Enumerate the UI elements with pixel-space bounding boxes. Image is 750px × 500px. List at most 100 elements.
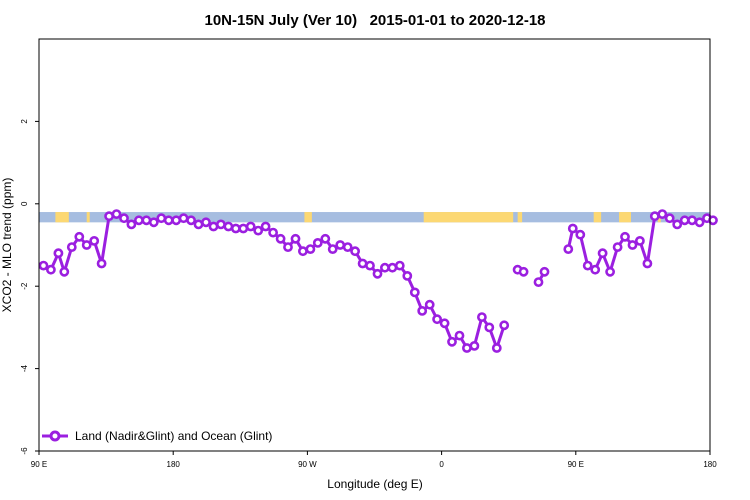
data-point — [305, 244, 316, 254]
y-tick-label: -4 — [20, 364, 29, 372]
data-point — [664, 213, 675, 224]
legend-marker — [49, 430, 61, 442]
data-point — [499, 320, 510, 331]
data-point — [563, 244, 574, 254]
data-point — [141, 215, 152, 226]
land-band-segment — [86, 212, 90, 223]
data-point — [533, 277, 544, 287]
data-point — [312, 237, 323, 248]
data-point — [417, 305, 428, 316]
data-point — [81, 240, 92, 250]
data-point — [432, 314, 442, 325]
data-point — [260, 221, 271, 232]
data-point — [238, 223, 249, 234]
data-point — [59, 266, 70, 277]
data-point — [627, 240, 638, 250]
data-point — [657, 209, 668, 219]
data-point — [372, 268, 383, 279]
x-tick-label: 180 — [703, 460, 717, 469]
series-points — [38, 209, 718, 353]
data-point — [461, 343, 472, 353]
data-point — [402, 270, 413, 281]
data-point — [612, 242, 623, 252]
data-point — [148, 217, 159, 228]
data-point — [476, 312, 487, 322]
ocean-band — [39, 212, 710, 223]
data-point — [46, 264, 56, 275]
data-point — [178, 213, 189, 224]
data-point — [379, 262, 390, 273]
x-tick-label: 180 — [167, 460, 181, 469]
data-point — [484, 322, 495, 333]
data-point — [38, 260, 49, 271]
data-point — [275, 233, 286, 244]
data-point — [672, 219, 683, 230]
data-point — [297, 246, 308, 257]
y-axis: -6 -4 -2 0 2 — [20, 119, 39, 455]
data-point — [53, 248, 64, 259]
data-point — [327, 244, 338, 254]
data-point — [133, 215, 144, 226]
data-point — [230, 223, 241, 234]
chart-title: 10N-15N July (Ver 10) 2015-01-01 to 2020… — [204, 12, 545, 29]
data-point — [694, 217, 705, 228]
data-point — [201, 217, 211, 228]
x-axis-label: Longitude (deg E) — [327, 477, 422, 491]
x-tick-label: 0 — [439, 460, 444, 469]
data-point — [290, 233, 301, 244]
series-lines — [42, 212, 714, 350]
data-point — [66, 242, 77, 252]
data-point — [447, 336, 457, 347]
x-axis: 90 E 180 90 W 0 90 E 180 — [31, 451, 717, 469]
land-band-segment — [517, 212, 523, 223]
data-point — [539, 266, 550, 277]
data-point — [111, 209, 122, 219]
plot-frame — [38, 38, 711, 452]
land-band-segment — [423, 212, 514, 223]
legend-label: Land (Nadir&Glint) and Ocean (Glint) — [75, 429, 272, 443]
data-point — [89, 235, 100, 246]
land-band-segment — [55, 212, 69, 223]
data-point — [119, 213, 129, 224]
data-point — [590, 264, 601, 275]
data-point — [74, 231, 85, 242]
data-point — [642, 258, 653, 269]
data-point — [215, 219, 226, 230]
data-point — [409, 287, 420, 298]
data-point — [96, 258, 107, 269]
land-band-segment — [593, 212, 602, 223]
x-tick-label: 90 E — [31, 460, 47, 469]
data-point — [439, 318, 450, 329]
land-band-segment — [619, 212, 631, 223]
y-tick-label: -2 — [20, 282, 29, 290]
data-point — [575, 229, 586, 240]
x-tick-label: 90 E — [568, 460, 584, 469]
data-point — [126, 219, 137, 230]
data-point — [193, 219, 204, 230]
data-point — [365, 260, 375, 271]
data-point — [350, 246, 360, 257]
land-band-segment — [304, 212, 312, 223]
data-point — [223, 221, 234, 232]
y-tick-label: -6 — [20, 447, 29, 455]
data-point — [687, 215, 697, 226]
data-point — [394, 260, 405, 271]
data-point — [253, 225, 264, 236]
data-point — [620, 231, 630, 242]
y-axis-label: XCO2 - MLO trend (ppm) — [0, 178, 14, 313]
data-point — [567, 223, 578, 234]
data-point — [283, 242, 293, 252]
data-point — [320, 233, 331, 244]
data-point — [605, 266, 615, 277]
data-point — [649, 211, 660, 222]
data-point — [597, 248, 608, 259]
data-point — [454, 330, 465, 341]
data-point — [424, 299, 435, 310]
x-tick-label: 90 W — [298, 460, 317, 469]
y-tick-label: 2 — [20, 119, 29, 124]
data-point — [186, 215, 196, 226]
legend: Land (Nadir&Glint) and Ocean (Glint) — [42, 429, 272, 443]
data-point — [491, 343, 502, 353]
data-point — [342, 242, 353, 252]
data-point — [268, 227, 278, 238]
